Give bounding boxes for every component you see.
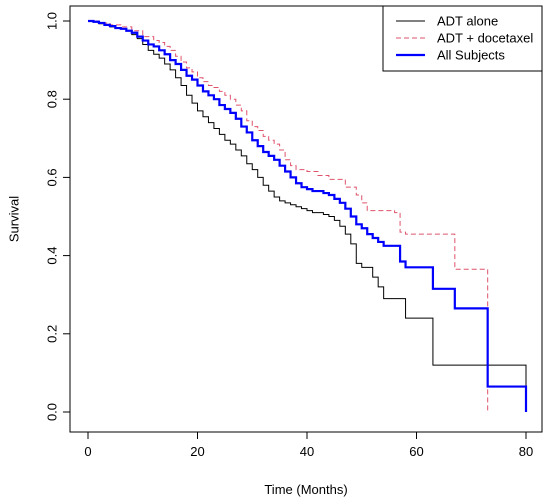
y-tick-label: 0.8 [45, 90, 60, 108]
x-tick-label: 60 [409, 444, 423, 459]
y-tick-label: 0.0 [45, 403, 60, 421]
legend-label-adt-docetaxel: ADT + docetaxel [437, 31, 533, 46]
series-line-adt-alone [88, 20, 527, 412]
legend: ADT alone ADT + docetaxel All Subjects [382, 5, 543, 72]
legend-label-all-subjects: All Subjects [437, 48, 505, 63]
series-layer [88, 19, 528, 412]
y-tick-label: 1.0 [45, 12, 60, 30]
series-line-all-subjects [88, 19, 528, 412]
y-tick-label: 0.2 [45, 325, 60, 343]
x-axis-label: Time (Months) [264, 482, 347, 497]
y-tick-label: 0.4 [45, 247, 60, 265]
y-tick-label: 0.6 [45, 168, 60, 186]
x-tick-label: 20 [190, 444, 204, 459]
y-axis: 0.0 0.2 0.4 0.6 0.8 1.0 [45, 12, 71, 421]
y-axis-label: Survival [7, 196, 22, 242]
legend-box [382, 5, 543, 72]
x-tick-label: 40 [300, 444, 314, 459]
x-axis: 0 20 40 60 80 [84, 431, 533, 459]
series-line-adt-docetaxel [88, 20, 489, 412]
x-tick-label: 0 [84, 444, 91, 459]
legend-label-adt-alone: ADT alone [437, 14, 498, 29]
x-tick-label: 80 [519, 444, 533, 459]
